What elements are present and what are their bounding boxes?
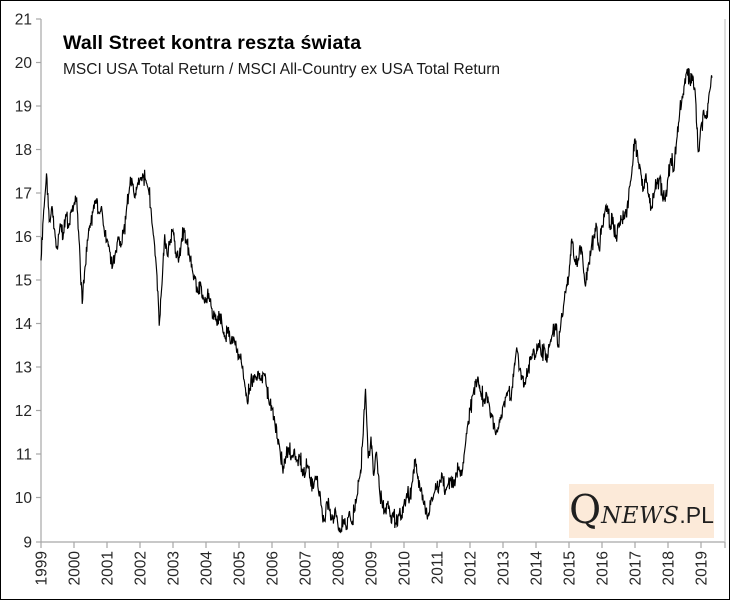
- svg-text:20: 20: [15, 55, 33, 72]
- svg-text:13: 13: [15, 360, 32, 377]
- logo-letter-q: Q: [569, 488, 602, 533]
- svg-text:2011: 2011: [430, 551, 447, 584]
- qnews-logo: Q NEWS .PL: [569, 484, 714, 538]
- qnews-logo-text: Q NEWS .PL: [569, 484, 714, 543]
- svg-text:2003: 2003: [166, 551, 183, 585]
- svg-text:2016: 2016: [595, 551, 612, 585]
- svg-text:2005: 2005: [232, 551, 249, 585]
- logo-suffix-pl: .PL: [679, 502, 714, 528]
- logo-word-news: NEWS: [601, 503, 680, 529]
- svg-text:16: 16: [15, 229, 32, 246]
- svg-text:2010: 2010: [397, 551, 414, 586]
- svg-text:21: 21: [15, 12, 32, 29]
- svg-text:2008: 2008: [331, 551, 348, 585]
- svg-text:2013: 2013: [496, 551, 513, 585]
- svg-text:11: 11: [16, 447, 32, 464]
- svg-text:18: 18: [15, 142, 32, 159]
- svg-text:2012: 2012: [463, 551, 480, 585]
- chart-title: Wall Street kontra reszta świata: [63, 32, 362, 54]
- svg-text:19: 19: [15, 99, 32, 116]
- svg-text:2000: 2000: [67, 551, 84, 586]
- chart-subtitle: MSCI USA Total Return / MSCI All-Country…: [63, 61, 501, 78]
- svg-text:10: 10: [15, 490, 33, 507]
- svg-text:15: 15: [15, 273, 32, 290]
- svg-text:2006: 2006: [265, 551, 282, 585]
- svg-text:2015: 2015: [562, 551, 579, 585]
- svg-text:2007: 2007: [298, 551, 315, 585]
- svg-text:2002: 2002: [133, 551, 150, 585]
- svg-text:2004: 2004: [199, 551, 216, 586]
- svg-text:2019: 2019: [694, 551, 711, 585]
- svg-text:1999: 1999: [34, 551, 51, 585]
- svg-text:2018: 2018: [661, 551, 678, 585]
- svg-text:9: 9: [23, 535, 32, 552]
- svg-text:2017: 2017: [628, 551, 645, 585]
- svg-text:2014: 2014: [529, 551, 546, 586]
- svg-text:17: 17: [15, 186, 32, 203]
- svg-text:2009: 2009: [364, 551, 381, 585]
- svg-text:2001: 2001: [100, 551, 117, 585]
- svg-text:14: 14: [15, 316, 33, 333]
- svg-text:12: 12: [15, 403, 32, 420]
